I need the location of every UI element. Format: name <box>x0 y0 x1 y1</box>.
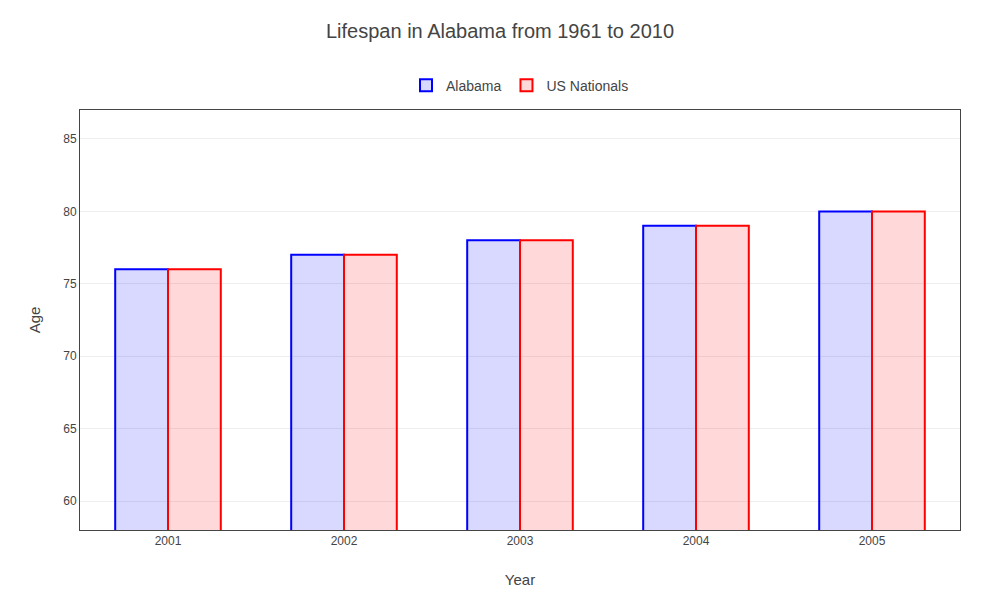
svg-text:80: 80 <box>63 205 77 219</box>
svg-text:60: 60 <box>63 494 77 508</box>
svg-text:85: 85 <box>63 132 77 146</box>
svg-text:Lifespan in Alabama from 1961: Lifespan in Alabama from 1961 to 2010 <box>326 20 674 42</box>
svg-text:2002: 2002 <box>331 534 358 548</box>
svg-text:US Nationals: US Nationals <box>546 78 628 94</box>
svg-text:Year: Year <box>505 571 535 588</box>
svg-text:2005: 2005 <box>859 534 886 548</box>
svg-text:2003: 2003 <box>507 534 534 548</box>
svg-text:2001: 2001 <box>155 534 182 548</box>
svg-text:70: 70 <box>63 349 77 363</box>
svg-text:Alabama: Alabama <box>446 78 501 94</box>
svg-text:65: 65 <box>63 422 77 436</box>
svg-text:Age: Age <box>26 307 43 334</box>
svg-text:2004: 2004 <box>683 534 710 548</box>
svg-text:75: 75 <box>63 277 77 291</box>
